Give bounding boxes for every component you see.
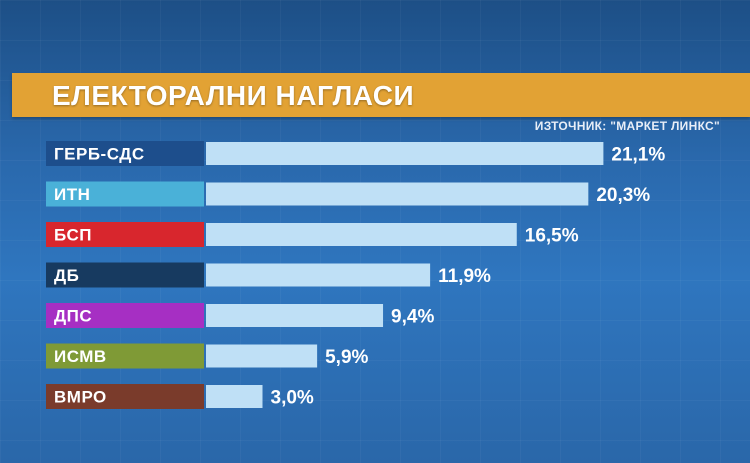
bar-дпс: [206, 304, 384, 327]
party-label-дпс: ДПС: [54, 307, 92, 326]
value-label-вмро: 3,0%: [271, 388, 314, 409]
title-bar: ЕЛЕКТОРАЛНИ НАГЛАСИ: [12, 73, 750, 117]
party-label-box-итн: [46, 181, 204, 207]
party-label-вмро: ВМРО: [54, 388, 107, 407]
party-label-box-герб-сдс: [46, 141, 204, 166]
party-label-box-исмв: [46, 343, 204, 369]
bar-вмро: [206, 385, 263, 408]
party-label-box-дб: [46, 262, 204, 288]
value-label-дпс: 9,4%: [391, 307, 434, 328]
party-label-герб-сдс: ГЕРБ-СДС: [54, 145, 145, 164]
value-label-бсп: 16,5%: [525, 226, 579, 247]
value-label-дб: 11,9%: [438, 266, 491, 287]
party-label-box-дпс: [46, 303, 204, 328]
party-label-box-бсп: [46, 222, 204, 247]
value-label-герб-сдс: 21,1%: [611, 145, 665, 166]
bar-итн: [206, 182, 589, 206]
bar-дб: [206, 263, 431, 287]
bar-бсп: [206, 223, 517, 246]
value-label-исмв: 5,9%: [325, 347, 368, 368]
party-label-box-вмро: [46, 384, 204, 409]
party-label-итн: ИТН: [54, 185, 90, 204]
bar-герб-сдс: [206, 142, 604, 165]
party-label-исмв: ИСМВ: [54, 347, 107, 366]
party-label-дб: ДБ: [54, 266, 79, 285]
party-label-бсп: БСП: [54, 226, 92, 245]
value-label-итн: 20,3%: [596, 185, 650, 206]
chart-title: ЕЛЕКТОРАЛНИ НАГЛАСИ: [52, 80, 415, 111]
source-note: ИЗТОЧНИК: "МАРКЕТ ЛИНКС": [534, 119, 720, 133]
bar-исмв: [206, 344, 318, 368]
